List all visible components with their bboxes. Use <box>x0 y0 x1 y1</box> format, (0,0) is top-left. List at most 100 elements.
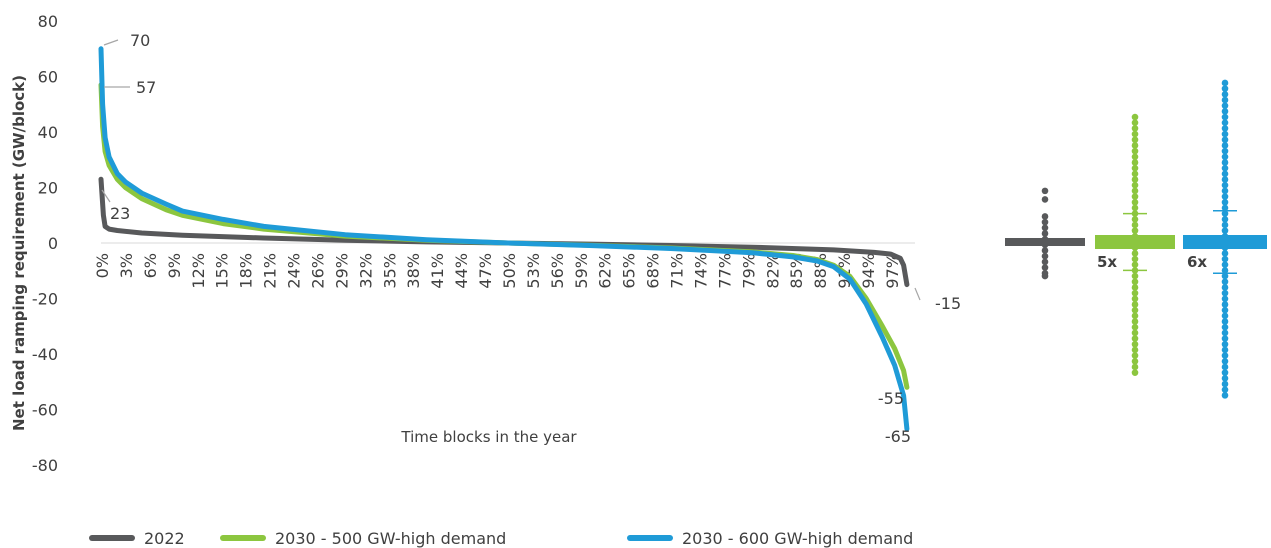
strip-point <box>1221 301 1229 308</box>
strip-point <box>1041 230 1049 237</box>
strip-point <box>1041 218 1049 226</box>
strip-point <box>1221 119 1229 127</box>
strip-point <box>1221 153 1229 161</box>
strip-point <box>1221 267 1229 274</box>
strip-point <box>1131 278 1139 286</box>
strip-point <box>1131 159 1139 166</box>
strip-point <box>1221 363 1229 371</box>
strip-point <box>1221 329 1229 337</box>
x-tick-label: 18% <box>237 253 256 289</box>
strip-bar <box>1183 235 1267 249</box>
strip-point <box>1221 318 1229 325</box>
y-axis-ticks: 80 60 40 20 0 -20 -40 -60 -80 <box>32 12 58 475</box>
strip-point <box>1221 176 1229 183</box>
strip-point <box>1041 252 1049 260</box>
y-tick-label: -20 <box>32 290 58 309</box>
strip-point <box>1131 369 1139 376</box>
x-tick-label: 97% <box>883 253 902 289</box>
x-tick-label: 94% <box>859 253 878 289</box>
strip-point <box>1131 147 1139 155</box>
strip-point <box>1131 318 1139 325</box>
x-tick-label: 41% <box>428 253 447 289</box>
strip-point <box>1221 392 1229 399</box>
x-tick-label: 68% <box>644 253 663 289</box>
strip-point <box>1131 125 1139 132</box>
strip-point <box>1131 352 1139 359</box>
series-lines <box>98 46 910 432</box>
x-tick-label: 29% <box>332 253 351 289</box>
strip-point <box>1221 295 1229 303</box>
strip-point <box>1221 198 1229 206</box>
strip-point <box>1131 113 1139 121</box>
strip-point <box>1221 125 1229 132</box>
x-tick-label: 85% <box>787 253 806 289</box>
strip-point <box>1221 380 1229 388</box>
x-tick-label: 38% <box>404 253 423 289</box>
annotation-label: 57 <box>136 78 156 97</box>
strip-point <box>1131 289 1139 297</box>
strip-point <box>1131 363 1139 371</box>
y-tick-label: 0 <box>48 234 58 253</box>
series-line <box>98 46 910 432</box>
legend-label: 2030 - 500 GW-high demand <box>275 529 506 548</box>
strip-point <box>1131 346 1139 354</box>
strip-point <box>1221 181 1229 189</box>
strip-point <box>1221 284 1229 291</box>
strip-point <box>1131 255 1139 263</box>
strip-point <box>1221 278 1229 286</box>
strip-point <box>1041 224 1049 232</box>
strip-point <box>1131 181 1139 189</box>
x-tick-label: 56% <box>548 253 567 289</box>
strip-point <box>1131 215 1139 223</box>
x-tick-label: 65% <box>620 253 639 289</box>
x-tick-label: 82% <box>763 253 782 289</box>
x-tick-label: 59% <box>572 253 591 289</box>
strip-point <box>1221 357 1229 365</box>
strip-point <box>1221 170 1229 178</box>
strip-point <box>1221 187 1229 195</box>
x-tick-label: 32% <box>356 253 375 289</box>
strip-point <box>1221 375 1229 382</box>
strip-point <box>1041 187 1049 195</box>
strip-point <box>1221 250 1229 257</box>
strip-point <box>1221 193 1229 200</box>
y-tick-label: -40 <box>32 345 58 364</box>
y-tick-label: 60 <box>38 68 58 87</box>
strip-point <box>1221 108 1229 115</box>
legend: 2022 2030 - 500 GW-high demand 2030 - 600 … <box>89 529 913 548</box>
x-tick-label: 77% <box>715 253 734 289</box>
annotation-label: 23 <box>110 204 130 223</box>
strip-point <box>1221 312 1229 320</box>
strip-point <box>1131 329 1139 337</box>
strip-point <box>1221 306 1229 314</box>
strip-point <box>1221 386 1229 393</box>
strip-point <box>1131 193 1139 200</box>
annotation-leader <box>914 287 921 301</box>
strip-point <box>1221 113 1229 121</box>
x-tick-label: 44% <box>452 253 471 289</box>
annotation-label: 70 <box>130 31 150 50</box>
strip-point <box>1221 147 1229 155</box>
strip-plot <box>1005 187 1085 280</box>
strip-point <box>1131 261 1139 269</box>
strip-point <box>1221 369 1229 376</box>
x-tick-label: 47% <box>476 253 495 289</box>
strip-point <box>1131 272 1139 280</box>
x-tick-label: 21% <box>261 253 280 289</box>
y-axis-title: Net load ramping requirement (GW/block) <box>10 75 28 431</box>
y-tick-label: -80 <box>32 456 58 475</box>
x-tick-label: 71% <box>668 253 687 289</box>
strip-point <box>1131 170 1139 178</box>
strip-point <box>1221 91 1229 98</box>
x-tick-label: 12% <box>189 253 208 289</box>
strip-point <box>1131 312 1139 320</box>
x-tick-label: 74% <box>691 253 710 289</box>
strip-point <box>1041 213 1049 220</box>
x-tick-label: 62% <box>596 253 615 289</box>
strip-point <box>1131 250 1139 257</box>
strip-point <box>1131 119 1139 127</box>
strip-point <box>1221 215 1229 223</box>
strip-point <box>1221 289 1229 297</box>
strip-point <box>1221 79 1229 87</box>
